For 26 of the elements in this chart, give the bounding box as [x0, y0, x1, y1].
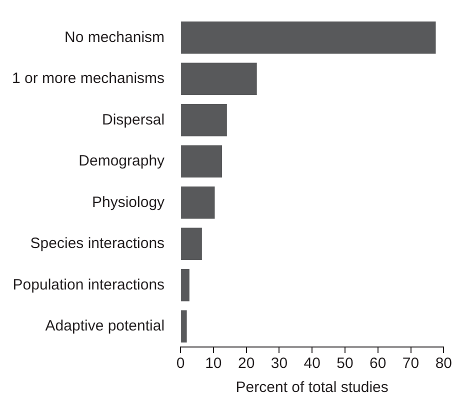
bar [181, 228, 202, 260]
x-tick-label: 60 [370, 355, 386, 372]
bar [181, 310, 187, 342]
x-tick-label: 30 [270, 355, 288, 372]
x-tick-label: 20 [238, 355, 255, 372]
x-tick-label: 80 [435, 355, 452, 372]
bar [181, 269, 190, 302]
y-tick-label: Dispersal [102, 111, 165, 128]
y-tick-label: Demography [78, 152, 166, 170]
x-axis-title: Percent of total studies [236, 379, 388, 396]
bar [181, 186, 215, 219]
y-tick-label: No mechanism [64, 28, 165, 46]
y-tick-label: 1 or more mechanisms [12, 70, 165, 88]
bar [181, 145, 222, 178]
bar [181, 104, 227, 136]
x-tick-label: 70 [402, 355, 420, 372]
x-tick-label: 0 [176, 355, 185, 372]
y-tick-label: Adaptive potential [45, 318, 165, 335]
x-tick-label: 40 [304, 355, 320, 372]
bar [181, 62, 257, 95]
x-tick-label: 10 [205, 355, 222, 372]
y-tick-label: Population interactions [12, 276, 165, 294]
y-tick-label: Physiology [92, 194, 166, 211]
x-tick-label: 50 [336, 355, 354, 372]
y-tick-label: Species interactions [30, 235, 165, 252]
bar [181, 22, 436, 54]
